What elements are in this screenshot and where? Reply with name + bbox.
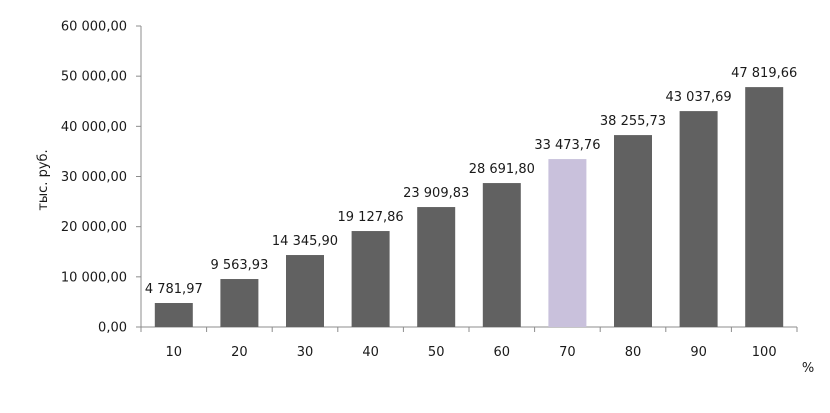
bar bbox=[220, 279, 259, 327]
y-tick-label: 40 000,00 bbox=[61, 120, 127, 135]
x-tick-label: 100 bbox=[752, 345, 777, 360]
y-tick-label: 20 000,00 bbox=[61, 220, 127, 235]
bar bbox=[614, 135, 652, 327]
bar-value-label: 23 909,83 bbox=[403, 186, 469, 201]
bar bbox=[679, 111, 718, 327]
y-tick-label: 0,00 bbox=[98, 321, 127, 336]
bar bbox=[482, 183, 521, 327]
x-axis-unit-label: % bbox=[802, 361, 814, 376]
bar-value-label: 14 345,90 bbox=[272, 234, 338, 249]
y-tick-label: 10 000,00 bbox=[61, 270, 127, 285]
bar-value-label: 19 127,86 bbox=[338, 210, 404, 225]
x-tick-label: 50 bbox=[428, 345, 445, 360]
bar bbox=[154, 303, 193, 327]
y-axis-label: тыс. руб. bbox=[36, 149, 51, 210]
y-tick-label: 30 000,00 bbox=[61, 170, 127, 185]
tick-labels: 0,00 10 000,00 20 000,00 30 000,00 40 000,00… bbox=[61, 20, 777, 361]
bar-value-label: 9 563,93 bbox=[210, 258, 268, 273]
y-tick-label: 60 000,00 bbox=[61, 20, 127, 35]
bar-value-label: 38 255,73 bbox=[600, 114, 666, 129]
bar bbox=[351, 231, 390, 327]
bar-value-label: 4 781,97 bbox=[145, 282, 203, 297]
x-tick-label: 80 bbox=[625, 345, 642, 360]
y-tick-label: 50 000,00 bbox=[61, 70, 127, 85]
x-tick-label: 20 bbox=[231, 345, 248, 360]
bar-value-label: 43 037,69 bbox=[666, 90, 732, 105]
x-tick-label: 60 bbox=[494, 345, 511, 360]
bar-value-label: 28 691,80 bbox=[469, 162, 535, 177]
x-tick-label: 90 bbox=[690, 345, 707, 360]
x-tick-label: 30 bbox=[297, 345, 314, 360]
bar-value-label: 47 819,66 bbox=[731, 66, 797, 81]
bar bbox=[745, 87, 784, 327]
bars bbox=[154, 87, 784, 327]
bar-value-label: 33 473,76 bbox=[534, 138, 600, 153]
x-tick-label: 40 bbox=[362, 345, 379, 360]
bar bbox=[286, 255, 324, 327]
x-tick-label: 10 bbox=[166, 345, 183, 360]
bar bbox=[548, 159, 587, 327]
x-tick-label: 70 bbox=[559, 345, 576, 360]
bar bbox=[417, 207, 456, 327]
